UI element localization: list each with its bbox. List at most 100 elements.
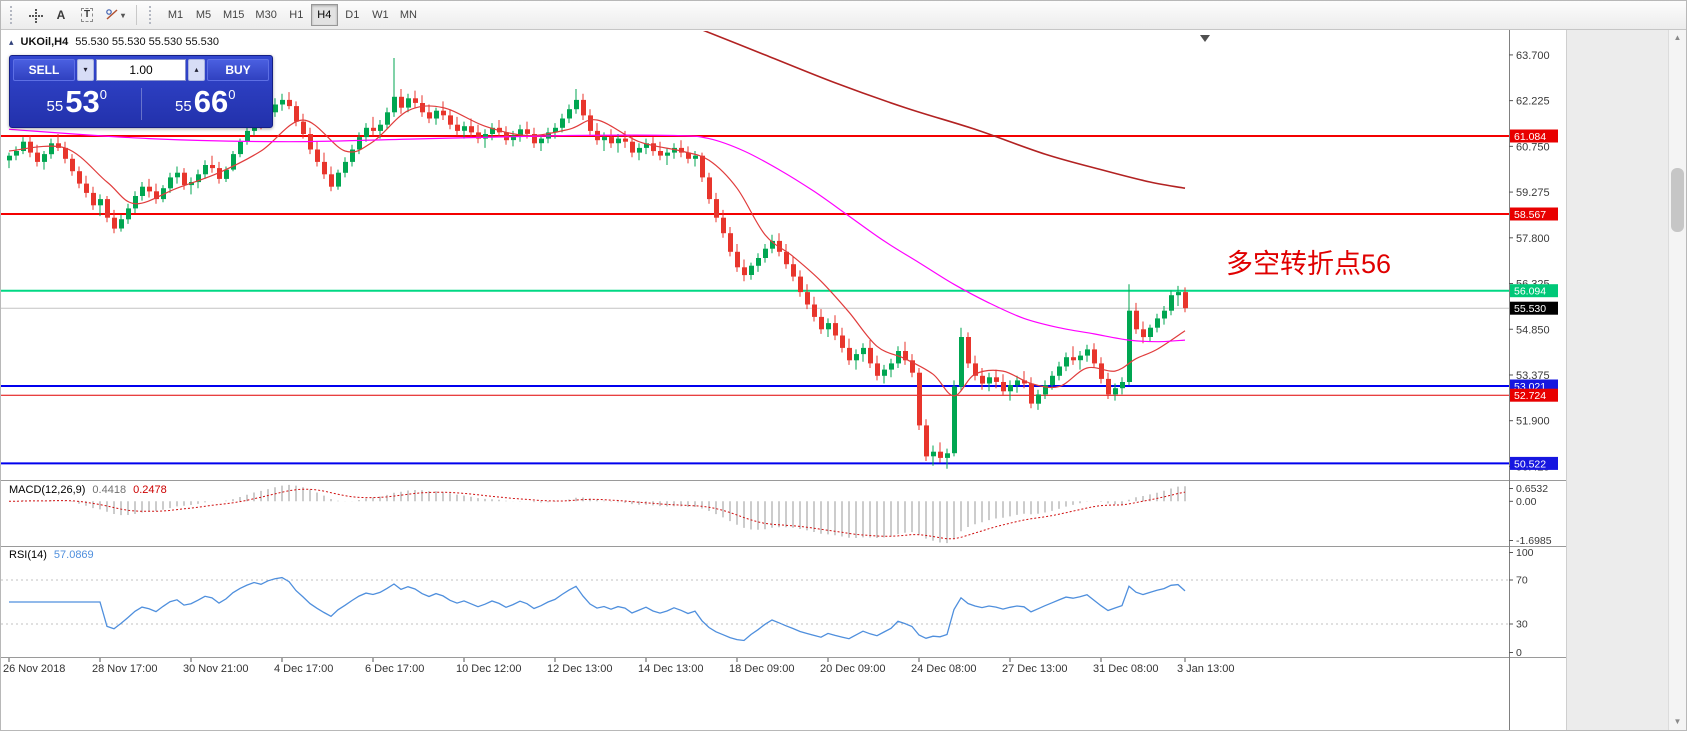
macd-label-row: MACD(12,26,9) 0.4418 0.2478 <box>9 484 167 496</box>
candle-body <box>609 137 614 144</box>
rsi-axis-label: 0 <box>1516 647 1522 659</box>
candle-body <box>518 129 523 136</box>
buy-price-point: 0 <box>228 87 236 102</box>
tab-timeframe-mn[interactable]: MN <box>395 4 422 26</box>
candle-body <box>763 248 768 258</box>
candle-body <box>1050 375 1055 386</box>
one-click-toggle-icon[interactable]: ▴ <box>9 36 14 47</box>
candle-body <box>840 335 845 348</box>
price-tick-label: 62.225 <box>1516 96 1550 108</box>
rsi-panel <box>1 576 1509 642</box>
slow-ma-line <box>702 31 1186 189</box>
tab-timeframe-m1[interactable]: M1 <box>162 4 189 26</box>
candle-body <box>203 165 208 175</box>
candle-body <box>826 323 831 330</box>
candle-body <box>630 141 635 153</box>
price-tag-58.567 <box>1510 207 1558 221</box>
volume-input[interactable] <box>96 59 186 81</box>
tab-timeframe-m5[interactable]: M5 <box>190 4 217 26</box>
price-tag-label: 52.724 <box>1514 390 1546 402</box>
letter-a-icon: A <box>56 8 66 22</box>
candle-body <box>490 127 495 134</box>
candle-body <box>231 154 236 170</box>
right-margin <box>1566 30 1672 730</box>
time-tick-label: 28 Nov 17:00 <box>92 663 157 675</box>
price-tag-52.724 <box>1510 388 1558 402</box>
candle-body <box>672 147 677 153</box>
candle-body <box>70 158 75 172</box>
candle-body <box>399 96 404 108</box>
tab-timeframe-h1[interactable]: H1 <box>283 4 310 26</box>
scrollbar-thumb[interactable] <box>1671 168 1684 232</box>
candle-body <box>952 386 957 454</box>
macd-axis-label: -1.6985 <box>1516 535 1552 547</box>
buy-button[interactable]: BUY <box>207 59 269 81</box>
buy-price[interactable]: 55 66 0 <box>142 86 270 121</box>
candle-body <box>1036 394 1041 404</box>
macd-main-value: 0.4418 <box>92 484 127 496</box>
candle-body <box>49 143 54 155</box>
candle-body <box>728 233 733 252</box>
candle-body <box>469 126 474 133</box>
sell-price[interactable]: 55 53 0 <box>13 86 141 121</box>
time-tick-label: 20 Dec 09:00 <box>820 663 885 675</box>
candle-body <box>350 149 355 162</box>
candle-body <box>973 363 978 376</box>
candle-body <box>1162 310 1167 319</box>
chart-annotation: 多空转折点56 <box>1226 249 1391 279</box>
chart-area[interactable]: 63.70062.22560.75059.27557.80056.32554.8… <box>1 30 1566 731</box>
price-chart-canvas[interactable]: 63.70062.22560.75059.27557.80056.32554.8… <box>1 30 1566 731</box>
toolbar: A T ▾ M1 M5 M15 M30 H1 H4 D1 W1 MN <box>1 1 1686 30</box>
candle-body <box>1176 292 1181 296</box>
volume-increase-button[interactable]: ▴ <box>188 59 205 81</box>
candle-body <box>959 337 964 387</box>
scroll-down-icon[interactable]: ▼ <box>1673 717 1682 726</box>
candle-body <box>98 199 103 206</box>
mid-ma-line <box>8 128 1186 343</box>
price-tag-56.094 <box>1510 284 1558 298</box>
price-tick-label: 54.850 <box>1516 324 1550 336</box>
sell-button[interactable]: SELL <box>13 59 75 81</box>
candle-body <box>224 169 229 179</box>
toolbar-grip[interactable] <box>10 6 16 24</box>
tab-timeframe-m15[interactable]: M15 <box>218 4 249 26</box>
candle-body <box>196 174 201 183</box>
candle-body <box>441 110 446 116</box>
tab-timeframe-d1[interactable]: D1 <box>339 4 366 26</box>
candle-body <box>707 177 712 200</box>
chart-shift-marker[interactable] <box>1200 35 1210 42</box>
candle-body <box>1134 310 1139 330</box>
crosshair-tool-button[interactable] <box>23 4 47 26</box>
text-box-tool-button[interactable]: T <box>75 4 99 26</box>
shapes-icon <box>106 9 118 20</box>
draw-shapes-tool-button[interactable]: ▾ <box>101 4 129 26</box>
scroll-up-icon[interactable]: ▲ <box>1673 33 1682 42</box>
price-tag-61.084 <box>1510 129 1558 143</box>
candle-body <box>336 172 341 187</box>
candle-body <box>462 126 467 131</box>
candle-body <box>1106 378 1111 395</box>
candle-body <box>700 155 705 178</box>
candle-body <box>651 143 656 152</box>
chart-symbol-line: ▴ UKOil,H4 55.530 55.530 55.530 55.530 <box>9 36 219 48</box>
one-click-trading-panel: SELL ▾ ▴ BUY 55 53 0 55 66 0 <box>9 55 273 128</box>
tab-timeframe-w1[interactable]: W1 <box>367 4 394 26</box>
toolbar-grip-2[interactable] <box>149 6 155 24</box>
price-tick-label: 60.750 <box>1516 141 1550 153</box>
volume-decrease-button[interactable]: ▾ <box>77 59 94 81</box>
price-tick-label: 59.275 <box>1516 187 1550 199</box>
candle-body <box>658 151 663 156</box>
candle-body <box>455 124 460 131</box>
text-label-tool-button[interactable]: A <box>49 4 73 26</box>
candle-body <box>1043 385 1048 395</box>
candle-body <box>567 109 572 119</box>
candle-body <box>749 265 754 275</box>
candle-body <box>147 186 152 192</box>
tab-timeframe-m30[interactable]: M30 <box>250 4 281 26</box>
candle-body <box>847 347 852 361</box>
fast-ma-line <box>8 105 1186 397</box>
candle-body <box>1085 349 1090 356</box>
vertical-scrollbar[interactable]: ▲ ▼ <box>1668 30 1686 730</box>
tab-timeframe-h4[interactable]: H4 <box>310 4 338 26</box>
trade-controls-row: SELL ▾ ▴ BUY <box>13 59 269 81</box>
